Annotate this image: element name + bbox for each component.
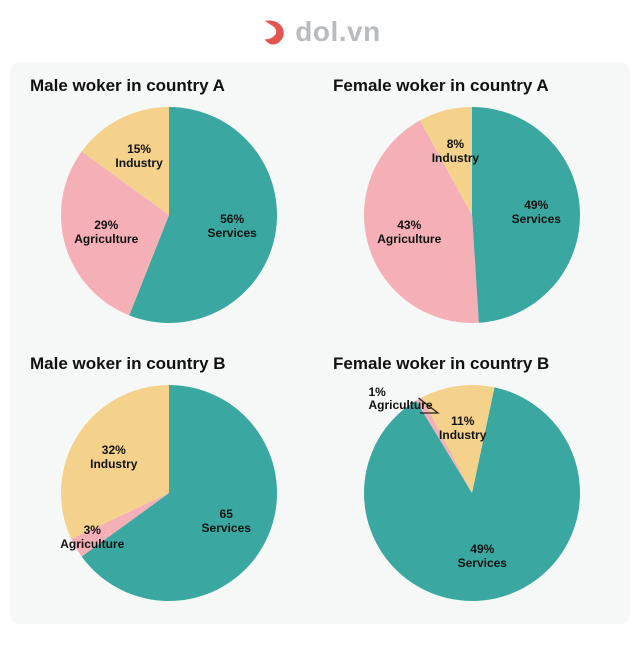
pie-chart: 65Services 3%Agriculture 32%Industry xyxy=(56,380,282,606)
slice-label: 8%Industry xyxy=(432,138,479,166)
slice-label: 15%Industry xyxy=(115,143,162,171)
chart-title: Female woker in country A xyxy=(323,76,549,96)
chart-cell: Male woker in country B 65Services 3%Agric… xyxy=(20,354,317,606)
chart-title: Female woker in country B xyxy=(323,354,549,374)
pie-chart: 49%Services 11%Industry1%Agriculture xyxy=(359,380,585,606)
pie-chart: 49%Services 43%Agriculture 8%Industry xyxy=(359,102,585,328)
slice-label: 43%Agriculture xyxy=(377,219,441,247)
slice-label: 32%Industry xyxy=(90,444,137,472)
slice-label: 29%Agriculture xyxy=(74,219,138,247)
slice-label: 11%Industry xyxy=(439,415,486,443)
slice-label: 56%Services xyxy=(207,213,256,241)
page: dol.vn Male woker in country A 56%Service… xyxy=(0,0,640,640)
chart-cell: Male woker in country A 56%Services 29%Agr… xyxy=(20,76,317,328)
logo-mark-icon xyxy=(259,17,289,47)
slice-callout: 1%Agriculture xyxy=(369,386,433,412)
slice-label: 3%Agriculture xyxy=(60,524,124,552)
logo: dol.vn xyxy=(10,6,630,62)
pie-chart: 56%Services 29%Agriculture 15%Industry xyxy=(56,102,282,328)
chart-title: Male woker in country A xyxy=(20,76,225,96)
chart-cell: Female woker in country B 49%Services 11%I… xyxy=(323,354,620,606)
slice-label: 49%Services xyxy=(512,199,561,227)
slice-label: 49%Services xyxy=(458,543,507,571)
charts-panel: Male woker in country A 56%Services 29%Agr… xyxy=(10,62,630,624)
chart-title: Male woker in country B xyxy=(20,354,226,374)
logo-text: dol.vn xyxy=(295,16,380,48)
slice-label: 65Services xyxy=(202,509,251,537)
chart-cell: Female woker in country A 49%Services 43%A… xyxy=(323,76,620,328)
